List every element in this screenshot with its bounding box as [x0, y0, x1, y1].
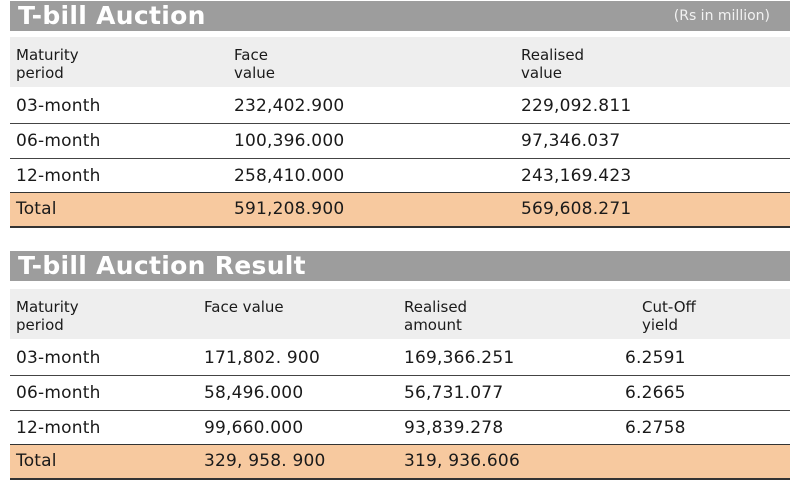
header-face-value: Face value — [234, 46, 275, 82]
total-face-value: 591,208.900 — [234, 199, 345, 219]
maturity-period-cell: 06-month — [16, 383, 101, 403]
table-row: 03-month 171,802. 900 169,366.251 6.2591 — [10, 341, 790, 376]
realised-amount-cell: 169,366.251 — [404, 348, 515, 368]
total-label: Total — [16, 451, 57, 471]
table-row: 03-month 232,402.900 229,092.811 — [10, 89, 790, 124]
total-face-value: 329, 958. 900 — [204, 451, 326, 471]
table-row: 12-month 258,410.000 243,169.423 — [10, 159, 790, 194]
result-title-bar: T-bill Auction Result — [10, 251, 790, 281]
face-value-cell: 58,496.000 — [204, 383, 304, 403]
face-value-cell: 100,396.000 — [234, 131, 345, 151]
total-realised-amount: 319, 936.606 — [404, 451, 520, 471]
auction-title: T-bill Auction — [18, 1, 206, 30]
maturity-period-cell: 12-month — [16, 166, 101, 186]
header-cut-off-yield: Cut-Off yield — [642, 298, 696, 334]
face-value-cell: 258,410.000 — [234, 166, 345, 186]
result-total-row: Total 329, 958. 900 319, 936.606 — [10, 444, 790, 480]
face-value-cell: 232,402.900 — [234, 96, 345, 116]
result-header-row: Maturity period Face value Realised amou… — [10, 289, 790, 339]
result-title: T-bill Auction Result — [18, 251, 306, 280]
header-face-value: Face value — [204, 298, 284, 316]
auction-unit-note: (Rs in million) — [673, 8, 770, 24]
header-maturity-period: Maturity period — [16, 46, 79, 82]
header-maturity-period: Maturity period — [16, 298, 79, 334]
maturity-period-cell: 03-month — [16, 348, 101, 368]
auction-header-row: Maturity period Face value Realised valu… — [10, 37, 790, 87]
table-row: 06-month 58,496.000 56,731.077 6.2665 — [10, 376, 790, 411]
total-label: Total — [16, 199, 57, 219]
auction-title-bar: T-bill Auction (Rs in million) — [10, 1, 790, 31]
realised-value-cell: 229,092.811 — [521, 96, 632, 116]
face-value-cell: 171,802. 900 — [204, 348, 320, 368]
table-row: 12-month 99,660.000 93,839.278 6.2758 — [10, 411, 790, 446]
face-value-cell: 99,660.000 — [204, 418, 304, 438]
maturity-period-cell: 03-month — [16, 96, 101, 116]
header-realised-amount: Realised amount — [404, 298, 468, 334]
cut-off-yield-cell: 6.2665 — [625, 383, 686, 403]
table-row: 06-month 100,396.000 97,346.037 — [10, 124, 790, 159]
maturity-period-cell: 12-month — [16, 418, 101, 438]
auction-total-row: Total 591,208.900 569,608.271 — [10, 192, 790, 228]
realised-amount-cell: 93,839.278 — [404, 418, 504, 438]
maturity-period-cell: 06-month — [16, 131, 101, 151]
cut-off-yield-cell: 6.2758 — [625, 418, 686, 438]
realised-value-cell: 97,346.037 — [521, 131, 621, 151]
realised-amount-cell: 56,731.077 — [404, 383, 504, 403]
realised-value-cell: 243,169.423 — [521, 166, 632, 186]
cut-off-yield-cell: 6.2591 — [625, 348, 686, 368]
total-realised-value: 569,608.271 — [521, 199, 632, 219]
header-realised-value: Realised value — [521, 46, 585, 82]
